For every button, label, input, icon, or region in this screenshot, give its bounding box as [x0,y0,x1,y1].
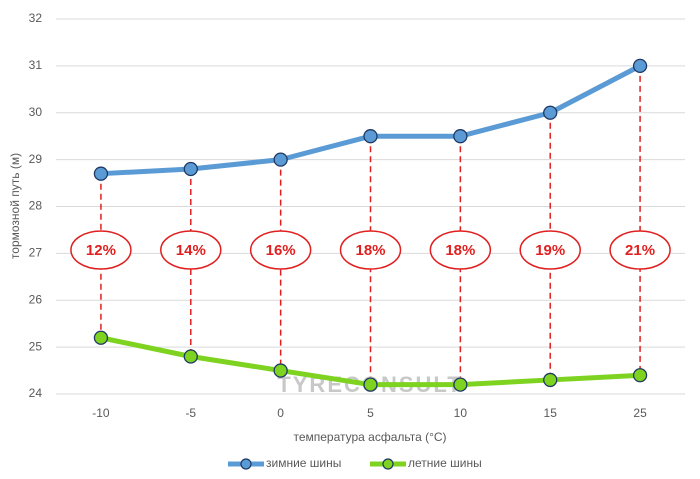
y-tick-label: 30 [29,105,43,119]
annotation-ellipse [519,230,581,270]
x-tick-label: 5 [367,406,374,420]
y-tick-label: 24 [29,386,43,400]
x-axis-label: температура асфальта (°C) [293,430,446,444]
annotation: 18% [355,242,385,259]
annotation: 19% [535,242,565,259]
point [273,363,288,378]
point [273,152,288,167]
point [453,129,468,144]
annotation-ellipse [249,230,312,270]
point [363,129,378,144]
annotation: 12% [86,242,116,259]
legend-marker [240,458,252,470]
annotation: 16% [266,242,296,259]
point [632,58,648,74]
point [363,377,378,392]
y-tick-label: 28 [29,199,43,213]
legend-marker [382,458,394,470]
x-tick-label: 25 [633,406,647,420]
point [183,161,198,177]
annotation-ellipse [339,230,402,270]
point [543,105,558,120]
point [183,349,198,364]
x-tick-label: 10 [454,406,468,420]
y-tick-label: 25 [29,339,43,353]
point [632,368,648,383]
y-tick-label: 26 [29,292,43,306]
annotation-ellipse [429,230,492,270]
point [543,372,558,388]
x-tick-label: 15 [544,406,558,420]
y-tick-label: 27 [29,246,43,260]
annotation-ellipse [609,230,671,270]
legend-label: зимние шины [266,456,341,470]
y-tick-label: 29 [29,152,43,166]
annotation-ellipse [160,230,222,270]
x-tick-label: -5 [185,406,196,420]
x-tick-label: -10 [92,406,110,420]
annotation: 21% [625,242,655,259]
annotation: 18% [445,242,475,259]
point [453,377,468,392]
x-tick-label: 0 [277,406,284,420]
y-tick-label: 31 [29,58,43,72]
annotation: 14% [176,242,206,259]
point [93,330,109,345]
y-tick-label: 32 [29,11,43,25]
point [93,166,109,181]
legend-label: летние шины [408,456,482,470]
annotation-ellipse [70,230,132,270]
y-axis-label: тормозной путь (м) [8,153,22,259]
